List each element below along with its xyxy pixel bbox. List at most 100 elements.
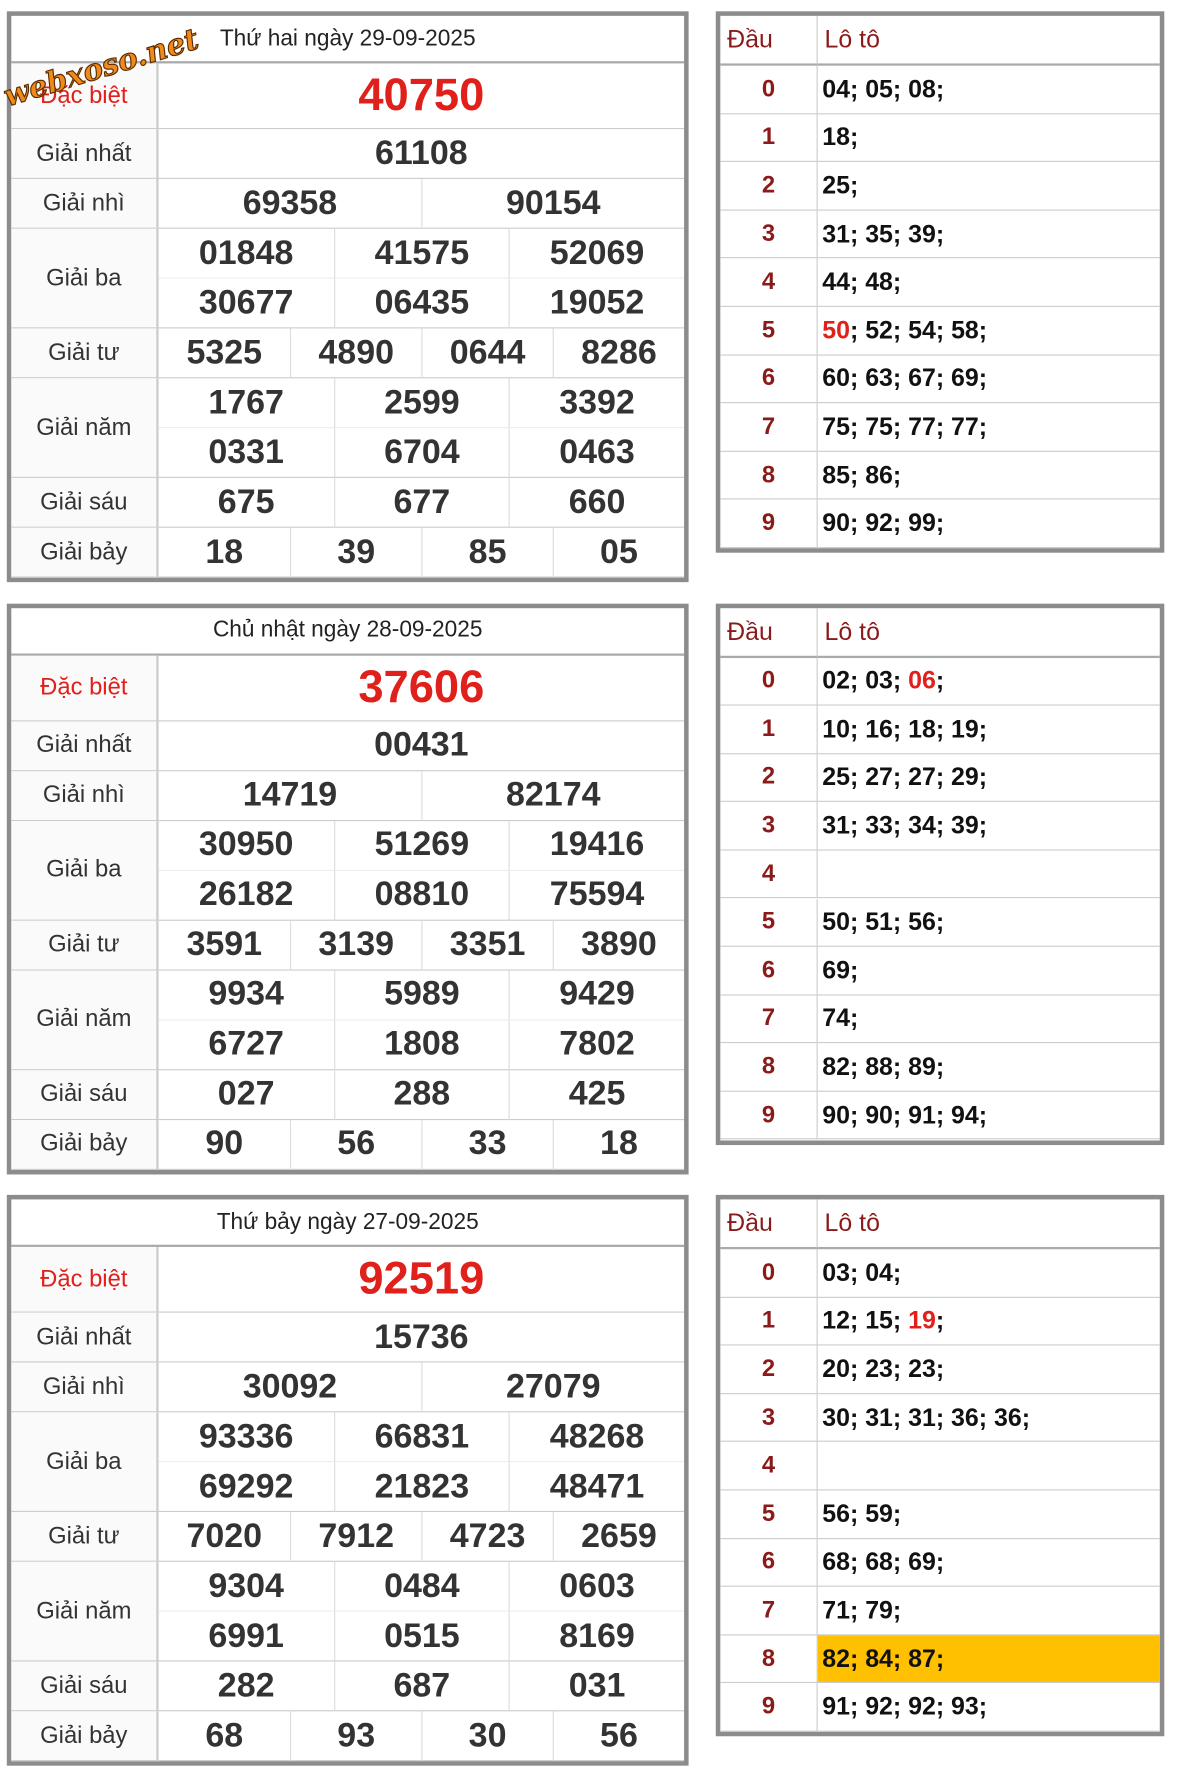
prize-number: 0484 (333, 1561, 509, 1612)
loto-list (817, 850, 1160, 899)
prize-label: Giải sáu (11, 1069, 159, 1120)
prize-number: 282 (158, 1661, 334, 1712)
loto-number: ; 52; 54; 58; (849, 315, 988, 345)
loto-list: 12; 15; 19; (817, 1297, 1160, 1346)
loto-head: 8 (720, 1043, 818, 1092)
prize-number: 2659 (552, 1511, 685, 1562)
prize-number: 19052 (508, 278, 685, 329)
loto-head: 3 (720, 802, 818, 851)
prize-number: 15736 (158, 1313, 685, 1363)
loto-list: 71; 79; (817, 1587, 1160, 1636)
loto-header: Đầu (720, 607, 818, 658)
loto-list: 75; 75; 77; 77; (817, 403, 1160, 452)
loto-number: 68; 68; 69; (822, 1547, 945, 1576)
prize-label: Giải bảy (11, 1711, 159, 1762)
prize-number: 61108 (158, 129, 685, 179)
loto-number: 82; 84; 87; (822, 1644, 945, 1673)
prize-number: 66831 (333, 1412, 509, 1463)
prize-number: 30950 (158, 821, 334, 871)
prize-label: Giải năm (11, 1561, 159, 1662)
loto-head: 9 (720, 1683, 818, 1732)
loto-number: 50; 51; 56; (822, 907, 945, 936)
prize-number: 3139 (289, 920, 422, 971)
loto-head: 9 (720, 1091, 818, 1140)
prize-label: Giải tư (11, 1511, 159, 1562)
loto-list: 04; 05; 08; (817, 66, 1160, 114)
prize-number: 26182 (158, 870, 334, 921)
loto-number: ; (935, 1306, 945, 1335)
loto-number: ; (935, 666, 945, 695)
prize-number: 4723 (421, 1511, 553, 1562)
loto-list: 90; 90; 91; 94; (817, 1092, 1160, 1140)
loto-list: 69; (817, 947, 1160, 996)
loto-head: 0 (720, 65, 818, 114)
loto-head: 8 (720, 451, 818, 500)
loto-number: 10; 16; 18; 19; (822, 714, 988, 743)
prize-number: 9429 (508, 970, 685, 1020)
results-table: Chủ nhật ngày 28-09-2025 Đặc biệt 37606 Giả… (6, 603, 689, 1174)
prize-number: 93 (289, 1711, 422, 1762)
prize-label: Giải nhì (11, 1362, 159, 1413)
loto-head: 5 (720, 306, 818, 356)
prize-number: 00431 (158, 721, 685, 771)
prize-number: 2599 (333, 378, 509, 429)
prize-label: Giải nhất (11, 1312, 159, 1363)
loto-head: 4 (720, 1442, 818, 1491)
prize-number: 7912 (289, 1511, 422, 1562)
loto-list: 03; 04; (817, 1249, 1160, 1298)
loto-head: 6 (720, 355, 818, 404)
prize-number: 82174 (421, 770, 685, 821)
prize-number: 37606 (158, 655, 685, 721)
prize-number: 1808 (333, 1019, 509, 1070)
loto-list: 44; 48; (817, 259, 1160, 307)
loto-number: 60; 63; 67; 69; (822, 364, 988, 393)
loto-head: 7 (720, 403, 818, 452)
prize-number: 6727 (158, 1020, 334, 1070)
prize-label: Đặc biệt (11, 655, 159, 721)
loto-list: 82; 84; 87; (817, 1635, 1160, 1684)
prize-number: 027 (158, 1070, 334, 1120)
prize-number: 6991 (158, 1612, 334, 1662)
prize-number: 675 (158, 478, 334, 528)
loto-head: 7 (720, 995, 818, 1044)
prize-label: Giải nhất (11, 720, 159, 771)
loto-number: 69; (822, 955, 859, 985)
loto-list: 18; (817, 114, 1160, 163)
loto-head: 4 (720, 850, 818, 899)
prize-number: 48268 (508, 1412, 685, 1463)
prize-number: 687 (333, 1661, 509, 1712)
prize-number: 288 (333, 1069, 509, 1120)
prize-label: Giải ba (11, 228, 159, 329)
loto-head: 0 (720, 1249, 818, 1298)
prize-number: 56 (552, 1711, 685, 1762)
prize-number: 39 (289, 527, 422, 578)
prize-label: Giải sáu (11, 477, 159, 528)
loto-list: 68; 68; 69; (817, 1539, 1160, 1587)
prize-label: Giải bảy (11, 527, 159, 578)
prize-number: 0644 (421, 328, 553, 379)
prize-number: 21823 (333, 1462, 509, 1512)
loto-list: 82; 88; 89; (817, 1043, 1160, 1092)
loto-table: Đầu Lô tô 0 02; 03; 06; 1 10; 16; 18; 19; 2 25;… (715, 603, 1165, 1145)
loto-list: 30; 31; 31; 36; 36; (817, 1394, 1160, 1443)
prize-number: 18 (158, 528, 290, 578)
loto-table: Đầu Lô tô 0 04; 05; 08; 1 18; 2 25; 3 31; 35; 39;… (715, 11, 1165, 553)
prize-number: 1767 (158, 378, 334, 429)
prize-number: 30092 (158, 1362, 422, 1413)
prize-number: 3591 (158, 920, 290, 971)
prize-number: 56 (289, 1119, 422, 1170)
prize-number: 6704 (333, 428, 509, 478)
loto-list: 56; 59; (817, 1490, 1160, 1539)
loto-number: 50 (822, 315, 850, 345)
prize-number: 7802 (508, 1019, 685, 1070)
prize-number: 425 (508, 1069, 685, 1120)
loto-number: 82; 88; 89; (822, 1052, 945, 1081)
loto-number: 71; 79; (822, 1595, 902, 1625)
prize-number: 5325 (158, 328, 290, 379)
loto-list: 25; 27; 27; 29; (817, 754, 1160, 803)
loto-head: 3 (720, 210, 818, 259)
prize-number: 30677 (158, 279, 334, 329)
loto-number: 90; 90; 91; 94; (822, 1100, 988, 1129)
loto-head: 5 (720, 898, 818, 947)
